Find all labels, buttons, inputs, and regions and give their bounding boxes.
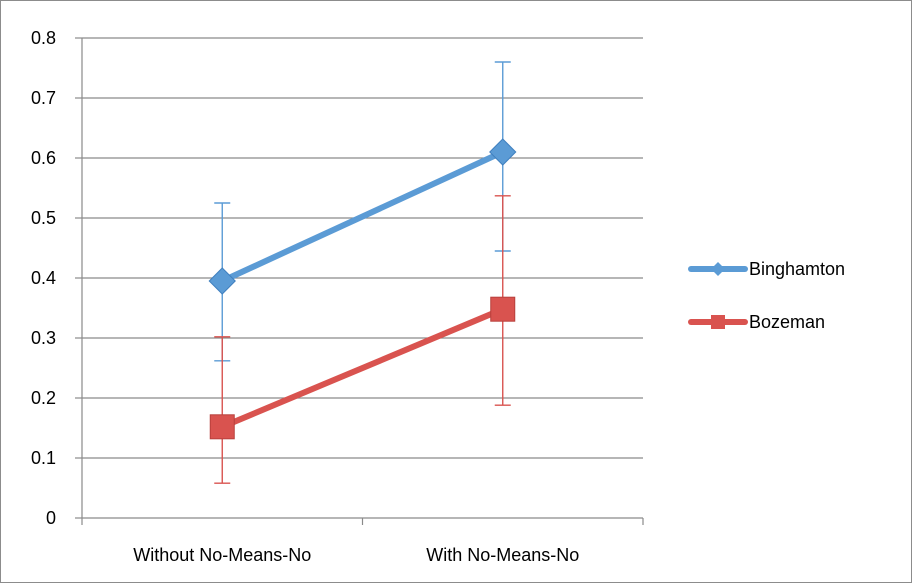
legend-marker-binghamton xyxy=(711,262,725,276)
error-bars xyxy=(214,61,511,484)
y-tick-label: 0.6 xyxy=(31,148,56,168)
x-tick-label: Without No-Means-No xyxy=(133,545,311,565)
legend: Binghamton Bozeman xyxy=(688,259,845,332)
axes xyxy=(75,37,644,525)
binghamton-point xyxy=(489,138,517,166)
legend-marker-bozeman xyxy=(711,315,725,329)
binghamton-point xyxy=(208,267,236,295)
tick-labels: 0 0.1 0.2 0.3 0.4 0.5 0.6 0.7 0.8 Without No-Mean… xyxy=(31,28,579,565)
legend-label-bozeman: Bozeman xyxy=(749,312,825,332)
series-lines xyxy=(219,149,506,430)
bozeman-point xyxy=(209,414,235,440)
y-tick-label: 0.3 xyxy=(31,328,56,348)
series-markers xyxy=(208,138,517,440)
y-tick-label: 0.4 xyxy=(31,268,56,288)
x-tick-label: With No-Means-No xyxy=(426,545,579,565)
bozeman-point xyxy=(490,296,516,322)
legend-label-binghamton: Binghamton xyxy=(749,259,845,279)
y-tick-label: 0.2 xyxy=(31,388,56,408)
y-tick-label: 0.7 xyxy=(31,88,56,108)
y-tick-label: 0.8 xyxy=(31,28,56,48)
gridlines xyxy=(82,37,643,459)
bozeman-series-line xyxy=(219,306,506,430)
y-tick-label: 0.1 xyxy=(31,448,56,468)
binghamton-series-line xyxy=(219,149,506,284)
y-tick-label: 0 xyxy=(46,508,56,528)
y-tick-label: 0.5 xyxy=(31,208,56,228)
